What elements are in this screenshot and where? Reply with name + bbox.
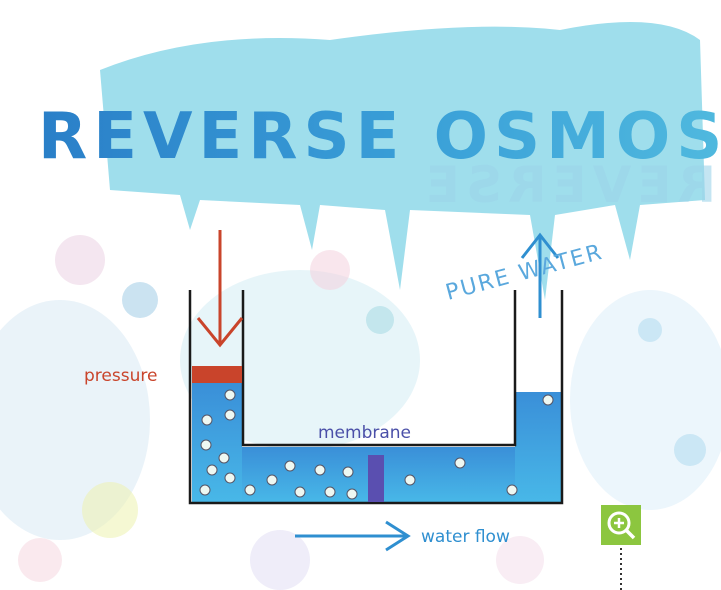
water-flow-arrow	[295, 522, 408, 550]
pure-water-label: PURE WATER	[443, 240, 606, 306]
pressure-label: pressure	[84, 366, 157, 386]
page: REVERSE OSMOSIS REVERSE PURE WATER press…	[0, 0, 721, 590]
illustration: REVERSE OSMOSIS REVERSE PURE WATER press…	[0, 0, 721, 590]
membrane	[368, 455, 384, 502]
piston	[192, 366, 242, 383]
zoom-button[interactable]	[601, 505, 641, 545]
membrane-label: membrane	[318, 423, 411, 443]
water-flow-label: water flow	[421, 527, 510, 547]
mirrored-title: REVERSE	[420, 156, 716, 214]
